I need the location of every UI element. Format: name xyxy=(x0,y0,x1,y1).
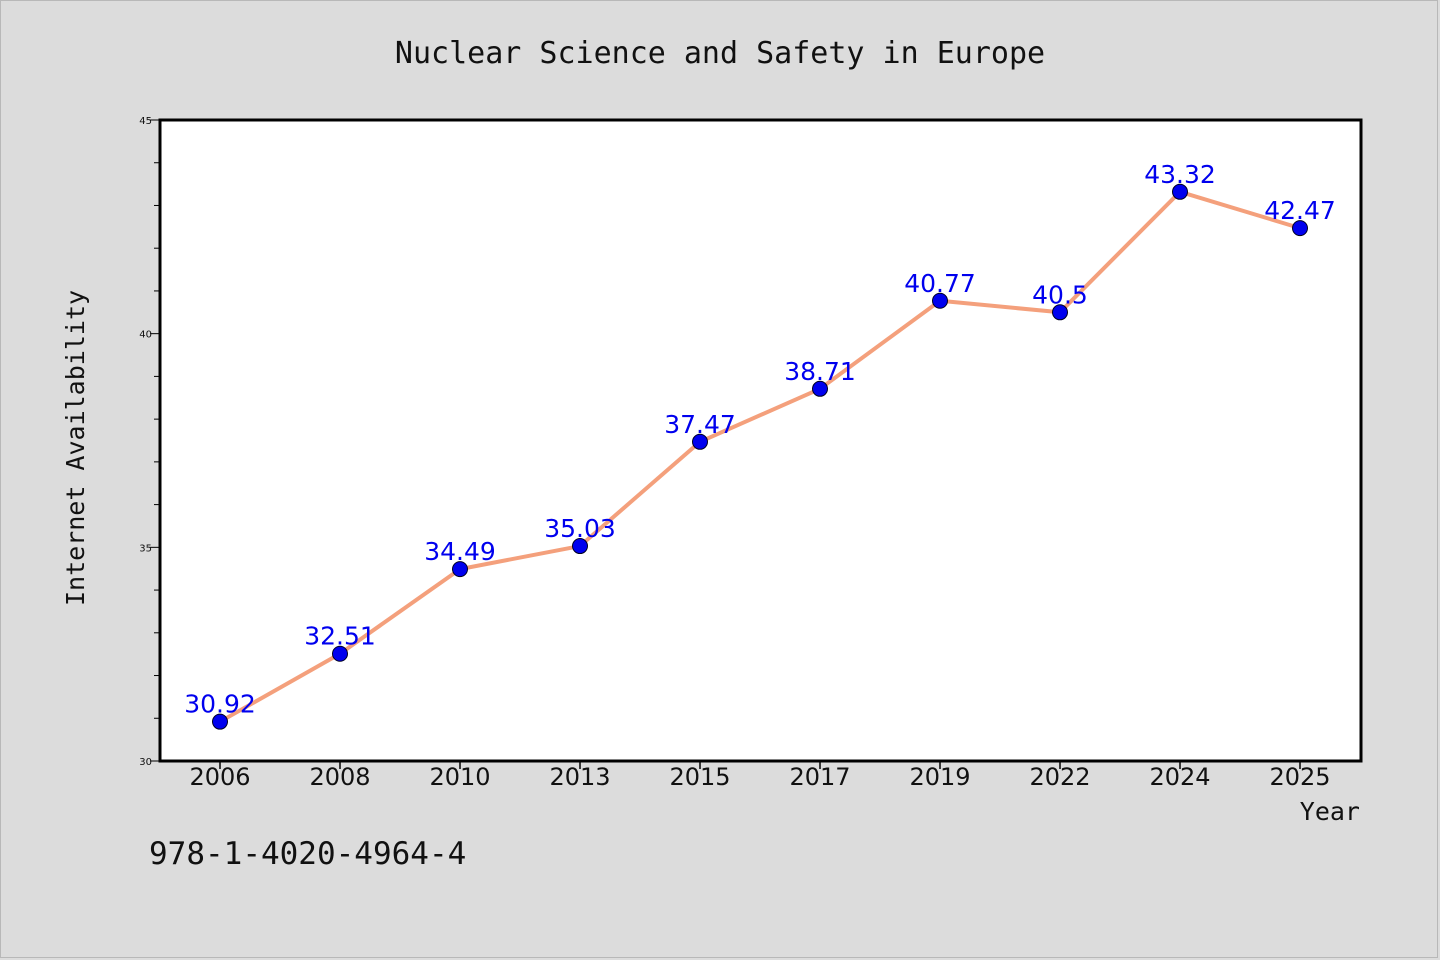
data-label: 34.49 xyxy=(424,537,496,566)
data-label: 30.92 xyxy=(184,690,256,719)
x-tick-label: 2022 xyxy=(1029,763,1090,791)
y-axis-label: Internet Availability xyxy=(61,290,90,606)
series-layer: 30.92 32.51 34.49 35.03 37.47 38.71 40.77 40.5 4… xyxy=(184,160,1336,730)
x-tick-label: 2008 xyxy=(309,763,370,791)
data-point xyxy=(692,433,708,450)
y-tick-label: 30 xyxy=(139,757,152,768)
data-point xyxy=(932,292,948,309)
x-tick-label: 2010 xyxy=(429,763,490,791)
y-tick-label: 45 xyxy=(139,116,152,127)
data-point xyxy=(1172,183,1188,200)
x-tick-label: 2017 xyxy=(789,763,850,791)
data-point xyxy=(1292,220,1308,237)
data-label: 38.71 xyxy=(784,357,856,386)
plot-area xyxy=(158,118,1363,763)
isbn-text: 978-1-4020-4964-4 xyxy=(149,836,466,872)
x-axis: 2006 2008 2010 2013 2015 2017 2019 2022 2024 2025 xyxy=(189,761,1331,791)
data-point xyxy=(572,538,588,555)
data-point xyxy=(452,561,468,578)
x-tick-label: 2025 xyxy=(1269,763,1330,791)
data-label: 42.47 xyxy=(1264,196,1336,225)
x-tick-label: 2019 xyxy=(909,763,970,791)
data-label: 37.47 xyxy=(664,410,736,439)
x-axis-label: Year xyxy=(1300,797,1360,826)
data-point xyxy=(212,713,228,730)
series-line xyxy=(219,189,1301,724)
data-label: 43.32 xyxy=(1144,160,1216,189)
y-axis: 30 35 40 45 xyxy=(139,116,160,768)
x-tick-label: 2015 xyxy=(669,763,730,791)
x-tick-label: 2006 xyxy=(189,763,250,791)
x-tick-label: 2013 xyxy=(549,763,610,791)
data-label: 32.51 xyxy=(304,622,376,651)
data-point xyxy=(1052,304,1068,321)
y-tick-label: 35 xyxy=(139,543,152,554)
data-label: 40.5 xyxy=(1032,280,1088,309)
data-point xyxy=(332,645,348,662)
data-label: 40.77 xyxy=(904,269,976,298)
y-tick-label: 40 xyxy=(139,330,152,341)
chart-title: Nuclear Science and Safety in Europe xyxy=(395,36,1045,71)
x-tick-label: 2024 xyxy=(1149,763,1210,791)
data-label: 35.03 xyxy=(544,514,616,543)
data-point xyxy=(812,380,828,397)
